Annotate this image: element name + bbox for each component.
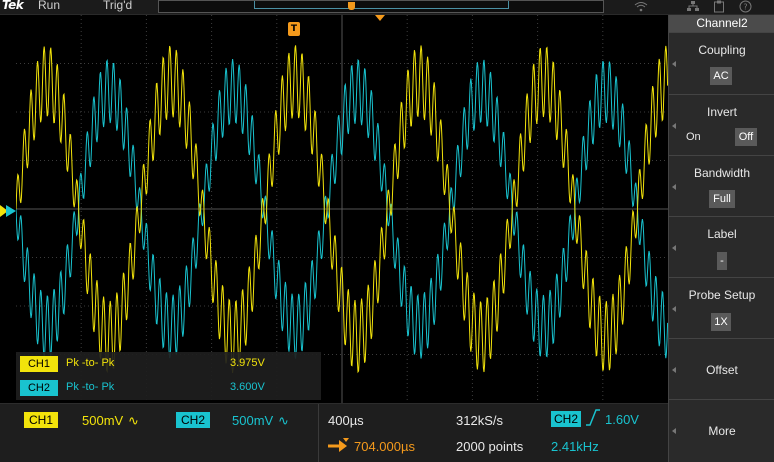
trigger-position-arrow[interactable]	[375, 15, 385, 21]
tek-logo: Tek	[2, 0, 24, 12]
measurement-ch2-name: Pk -to- Pk	[66, 381, 115, 393]
record-view-bracket	[254, 1, 509, 9]
menu-label-more: More	[708, 424, 736, 438]
menu-item-offset[interactable]: Offset	[669, 338, 774, 399]
menu-label-coupling: Coupling	[698, 43, 746, 57]
trigger-source-badge: CH2	[551, 411, 581, 427]
menu-arrow-icon	[672, 306, 676, 312]
menu-arrow-icon	[672, 428, 676, 434]
run-state-indicator[interactable]: Run	[38, 0, 61, 12]
channel-side-menu: Channel2 Coupling AC Invert On Off Bandw…	[668, 15, 774, 462]
menu-arrow-icon	[672, 61, 676, 67]
ch1-waveform	[16, 45, 668, 374]
ch2-waveform	[16, 58, 668, 359]
record-view-window[interactable]	[158, 0, 604, 13]
ch1-badge[interactable]: CH1	[24, 412, 58, 428]
help-icon[interactable]: ?	[738, 0, 752, 13]
invert-on-option[interactable]: On	[686, 131, 701, 143]
record-trigger-mark	[348, 2, 355, 10]
menu-label-bandwidth: Bandwidth	[693, 166, 751, 180]
bandwidth-value[interactable]: Full	[709, 190, 735, 208]
record-length[interactable]: 2000 points	[456, 439, 524, 454]
measurement-row-ch1[interactable]: CH1 Pk -to- Pk 3.975V	[20, 354, 320, 374]
ch2-scale[interactable]: 500mV	[232, 413, 274, 428]
menu-item-invert[interactable]: Invert On Off	[669, 94, 774, 155]
ch2-badge[interactable]: CH2	[176, 412, 210, 428]
sample-rate: 312kS/s	[456, 413, 503, 428]
ch1-vertical-settings[interactable]: CH1 500mV ∿	[0, 404, 160, 462]
time-per-division[interactable]: 400µs	[328, 413, 364, 428]
ch1-coupling-icon: ∿	[128, 413, 139, 428]
wifi-icon[interactable]	[634, 0, 648, 13]
graticule	[16, 15, 668, 403]
measurement-ch1-value: 3.975V	[230, 357, 265, 369]
measurement-ch1-badge: CH1	[20, 356, 58, 372]
horizontal-settings[interactable]: 400µs 312kS/s 704.000µs 2000 points	[319, 404, 537, 462]
delay-arrow-icon	[328, 437, 350, 452]
horizontal-delay[interactable]: 704.000µs	[354, 439, 415, 454]
menu-item-coupling[interactable]: Coupling AC	[669, 32, 774, 94]
trigger-settings[interactable]: CH2 1.60V 2.41kHz	[537, 404, 668, 462]
ch1-scale[interactable]: 500mV	[82, 413, 124, 428]
label-value[interactable]: -	[717, 252, 727, 270]
trigger-state-indicator: Trig'd	[103, 0, 133, 12]
ch1-ground-marker[interactable]	[0, 205, 8, 217]
menu-label-invert: Invert	[706, 105, 737, 119]
menu-arrow-icon	[672, 184, 676, 190]
ch2-vertical-settings[interactable]: CH2 500mV ∿	[160, 404, 318, 462]
coupling-value[interactable]: AC	[710, 67, 732, 85]
menu-label-probe-setup: Probe Setup	[688, 288, 756, 302]
channel-ground-marker[interactable]	[0, 205, 16, 217]
menu-arrow-icon	[672, 367, 676, 373]
measurement-ch1-name: Pk -to- Pk	[66, 357, 115, 369]
divider	[318, 404, 319, 462]
network-icon[interactable]	[686, 0, 700, 13]
menu-label-label: Label	[707, 227, 737, 241]
menu-arrow-icon	[672, 245, 676, 251]
waveform-display[interactable]: T	[16, 15, 668, 403]
measurement-ch2-value: 3.600V	[230, 381, 265, 393]
ch2-ground-marker[interactable]	[6, 205, 16, 217]
invert-off-option[interactable]: Off	[735, 128, 757, 146]
menu-item-more[interactable]: More	[669, 399, 774, 462]
ch2-coupling-icon: ∿	[278, 413, 289, 428]
trigger-position-marker[interactable]: T	[288, 22, 300, 36]
trigger-level[interactable]: 1.60V	[605, 412, 639, 427]
trigger-frequency: 2.41kHz	[551, 439, 599, 454]
bottom-settings-bar: CH1 500mV ∿ CH2 500mV ∿ 400µs 312kS/s 70…	[0, 403, 668, 462]
rising-edge-icon	[586, 409, 600, 426]
menu-arrow-icon	[672, 123, 676, 129]
status-bar: Tek Run Trig'd ?	[0, 0, 774, 15]
measurement-panel[interactable]: CH1 Pk -to- Pk 3.975V CH2 Pk -to- Pk 3.6…	[16, 352, 321, 400]
probe-setup-value[interactable]: 1X	[711, 313, 731, 331]
clipboard-icon[interactable]	[712, 0, 726, 13]
menu-label-offset: Offset	[706, 363, 738, 377]
measurement-row-ch2[interactable]: CH2 Pk -to- Pk 3.600V	[20, 378, 320, 398]
menu-item-label[interactable]: Label -	[669, 216, 774, 277]
menu-item-probe-setup[interactable]: Probe Setup 1X	[669, 277, 774, 338]
side-menu-title: Channel2	[669, 15, 774, 32]
svg-text:?: ?	[743, 3, 747, 12]
menu-item-bandwidth[interactable]: Bandwidth Full	[669, 155, 774, 216]
measurement-ch2-badge: CH2	[20, 380, 58, 396]
